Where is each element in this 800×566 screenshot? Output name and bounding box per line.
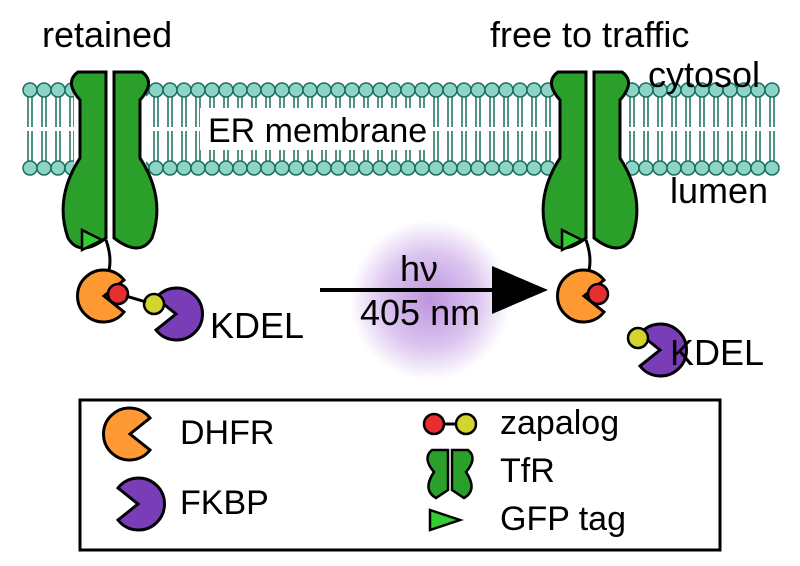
legend-gfp-label: GFP tag: [500, 500, 626, 539]
tfr-right-complex: [543, 72, 637, 322]
lumen-label: lumen: [670, 170, 768, 212]
er-membrane-label: ER membrane: [208, 112, 427, 151]
legend-dhfr-label: DHFR: [180, 414, 274, 453]
retained-label: retained: [42, 14, 172, 56]
wavelength-label: 405 nm: [360, 292, 480, 334]
kdel-left-label: KDEL: [210, 305, 304, 347]
cytosol-label: cytosol: [648, 54, 760, 96]
legend-zapalog-label: zapalog: [500, 404, 619, 443]
legend-items: [104, 408, 476, 530]
kdel-right-label: KDEL: [670, 332, 764, 374]
legend-tfr-label: TfR: [500, 452, 555, 491]
legend-fkbp-label: FKBP: [180, 484, 269, 523]
hv-label: hν: [400, 248, 438, 290]
free-to-traffic-label: free to traffic: [490, 14, 689, 56]
